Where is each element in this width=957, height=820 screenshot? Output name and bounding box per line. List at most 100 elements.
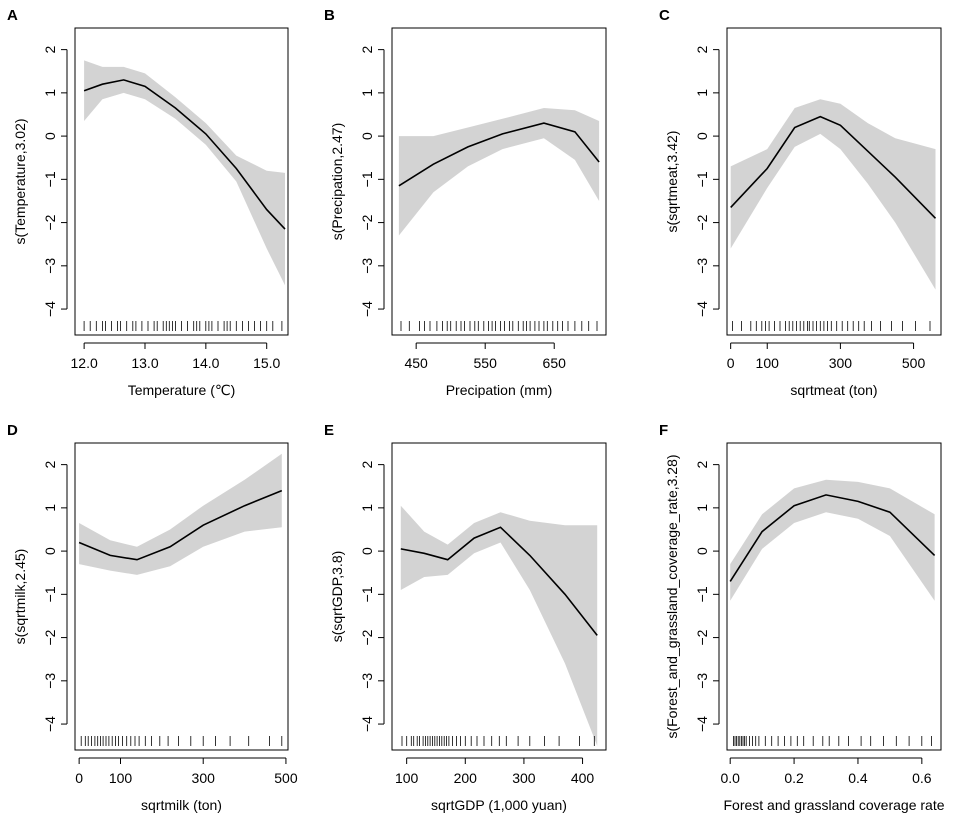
y-tick-label: 1 xyxy=(42,89,58,97)
plot-frame-f xyxy=(726,442,942,751)
rug-f xyxy=(733,736,932,746)
y-tick-label: 2 xyxy=(359,46,375,54)
x-axis-title-d: sqrtmilk (ton) xyxy=(141,797,222,813)
x-tick-label: 13.0 xyxy=(131,355,158,371)
x-tick-label: 0 xyxy=(727,355,735,371)
x-tick-label: 200 xyxy=(454,770,478,786)
smooth-line-d xyxy=(78,489,283,561)
rug-c xyxy=(732,321,931,331)
y-tick-label: −4 xyxy=(42,301,58,317)
y-tick-label: 0 xyxy=(359,547,375,555)
y-tick-label: 2 xyxy=(694,46,710,54)
y-tick-label: 1 xyxy=(694,504,710,512)
y-axis-title-e: s(sqrtGDP,3.8) xyxy=(329,551,345,643)
panel-letter-a: A xyxy=(7,7,18,24)
x-tick-label: 0.6 xyxy=(912,770,932,786)
panel-b: −4 −3 −2 −1 0 1 2 450 550 650 Precipation (mm) s(Pr… xyxy=(324,7,607,398)
x-tick-label: 400 xyxy=(571,770,595,786)
rug-b xyxy=(400,321,598,331)
x-tick-label: 300 xyxy=(512,770,536,786)
x-tick-label: 500 xyxy=(902,355,926,371)
y-axis-title-c: s(sqrtmeat,3.42) xyxy=(664,131,680,233)
y-tick-label: −2 xyxy=(42,629,58,645)
y-axis-title-a: s(Temperature,3.02) xyxy=(12,118,28,244)
x-axis-title-f: Forest and grassland coverage rate xyxy=(723,797,944,813)
x-tick-label: 12.0 xyxy=(71,355,98,371)
y-tick-label: 2 xyxy=(359,461,375,469)
y-tick-label: −2 xyxy=(42,214,58,230)
x-tick-label: 550 xyxy=(474,355,498,371)
y-tick-label: 2 xyxy=(42,461,58,469)
smooth-line-e xyxy=(400,526,598,636)
panel-letter-d: D xyxy=(7,422,18,439)
x-tick-label: 15.0 xyxy=(253,355,280,371)
x-tick-label: 0.2 xyxy=(784,770,804,786)
x-axis-title-c: sqrtmeat (ton) xyxy=(790,382,877,398)
panel-a: −4 −3 −2 −1 0 1 2 12.0 13.0 14.0 15.0 Temperature (… xyxy=(7,7,289,398)
x-tick-label: 0.4 xyxy=(848,770,868,786)
y-axis-title-d: s(sqrtmilk,2.45) xyxy=(12,549,28,645)
plot-frame-b xyxy=(391,27,607,336)
y-tick-label: 1 xyxy=(359,89,375,97)
y-tick-label: 2 xyxy=(694,461,710,469)
confidence-band-c xyxy=(730,99,936,290)
panel-letter-b: B xyxy=(324,7,335,24)
confidence-band-a xyxy=(84,60,285,286)
y-axis-title-b: s(Precipation,2.47) xyxy=(329,123,345,241)
y-tick-label: −4 xyxy=(42,716,58,732)
y-tick-label: 0 xyxy=(42,547,58,555)
plot-frame-a xyxy=(74,27,289,336)
x-tick-label: 450 xyxy=(404,355,428,371)
y-tick-label: 1 xyxy=(42,504,58,512)
panel-letter-e: E xyxy=(324,422,334,439)
y-tick-label: −2 xyxy=(694,214,710,230)
y-tick-label: 0 xyxy=(42,132,58,140)
plot-frame-d xyxy=(74,442,289,751)
y-tick-label: 0 xyxy=(359,132,375,140)
panel-c: −4 −3 −2 −1 0 1 2 0 100 300 500 sqrtmeat (ton) s(sqr… xyxy=(659,7,942,398)
y-tick-label: −1 xyxy=(694,171,710,187)
y-tick-label: −1 xyxy=(694,586,710,602)
smooth-line-a xyxy=(83,79,286,230)
panel-letter-f: F xyxy=(659,422,668,439)
y-tick-label: −2 xyxy=(359,629,375,645)
y-tick-label: −1 xyxy=(359,586,375,602)
y-tick-label: −4 xyxy=(359,716,375,732)
confidence-band-f xyxy=(730,479,935,601)
x-tick-label: 650 xyxy=(543,355,567,371)
x-tick-label: 100 xyxy=(395,770,419,786)
panel-letter-c: C xyxy=(659,7,670,24)
x-tick-label: 500 xyxy=(274,770,298,786)
y-tick-label: −4 xyxy=(694,301,710,317)
y-tick-label: −2 xyxy=(359,214,375,230)
x-tick-label: 14.0 xyxy=(192,355,219,371)
confidence-band-d xyxy=(79,453,282,575)
x-axis-title-b: Precipation (mm) xyxy=(446,382,553,398)
panel-d: −4 −3 −2 −1 0 1 2 0 100 300 500 sqrtmilk (ton) s(sqr… xyxy=(7,422,298,813)
y-tick-label: −3 xyxy=(42,673,58,689)
y-tick-label: −2 xyxy=(694,629,710,645)
x-axis-title-a: Temperature (℃) xyxy=(128,382,236,398)
y-axis-title-f: s(Forest_and_grassland_coverage_rate,3.2… xyxy=(664,454,680,738)
y-tick-label: −1 xyxy=(42,586,58,602)
y-tick-label: −3 xyxy=(42,258,58,274)
y-tick-label: −1 xyxy=(42,171,58,187)
y-tick-label: 0 xyxy=(694,132,710,140)
y-tick-label: −3 xyxy=(694,673,710,689)
x-tick-label: 300 xyxy=(192,770,216,786)
plot-frame-e xyxy=(391,442,607,751)
rug-a xyxy=(83,321,283,331)
y-tick-label: 2 xyxy=(42,46,58,54)
smooth-line-f xyxy=(729,494,936,582)
x-tick-label: 100 xyxy=(109,770,133,786)
smooth-line-c xyxy=(730,115,937,219)
y-tick-label: −3 xyxy=(359,673,375,689)
x-tick-label: 0 xyxy=(75,770,83,786)
rug-d xyxy=(80,736,283,746)
confidence-band-e xyxy=(400,505,598,746)
y-tick-label: 0 xyxy=(694,547,710,555)
x-axis-title-e: sqrtGDP (1,000 yuan) xyxy=(431,797,567,813)
y-tick-label: −3 xyxy=(359,258,375,274)
